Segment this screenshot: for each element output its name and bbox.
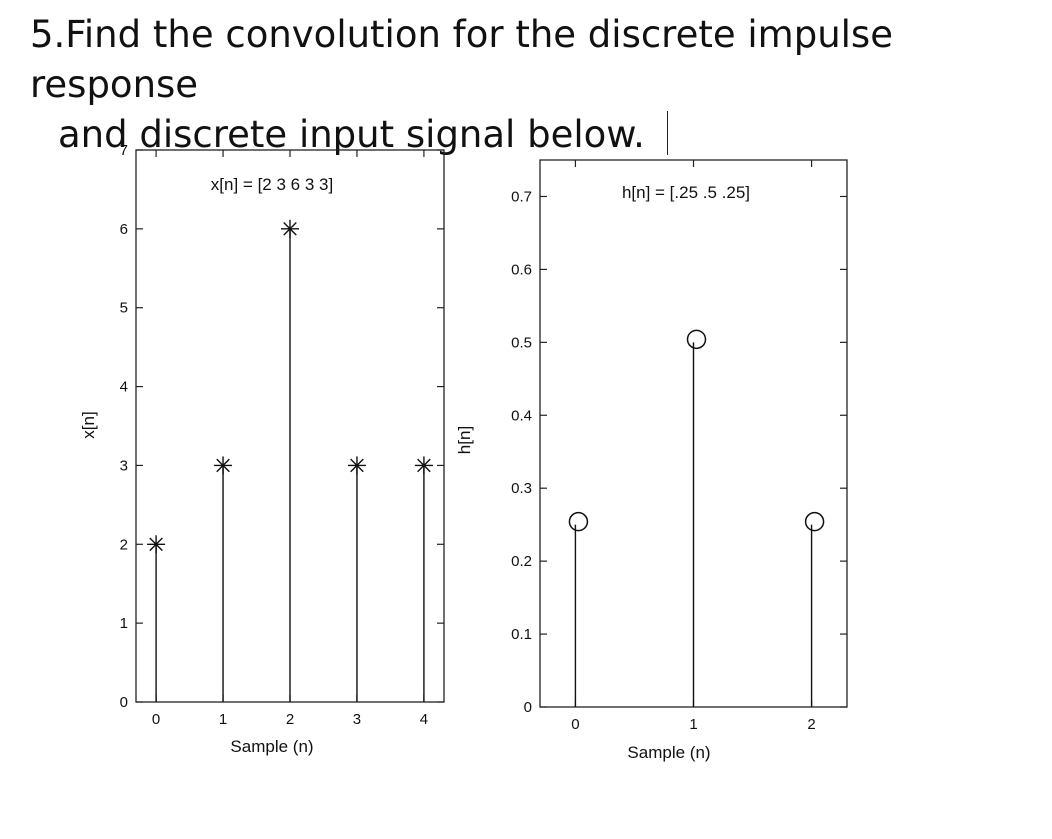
h-marker-circle <box>804 511 825 532</box>
question-line-2: and discrete input signal below. <box>58 113 645 156</box>
h-xlabel: Sample (n) <box>627 743 710 762</box>
x-marker-asterisk <box>147 535 166 554</box>
x-ytick-label: 7 <box>120 142 128 159</box>
x-xtick-label: 2 <box>286 711 294 728</box>
x-marker-asterisk <box>414 456 433 475</box>
text-cursor <box>666 111 669 155</box>
x-xtick-label: 0 <box>152 711 160 728</box>
x-ytick-label: 3 <box>120 457 128 474</box>
plot-h-n: 0 0.1 0.2 0.3 0.4 0.5 0.6 0.7 0 1 2 h[n] = [.25 .5 … <box>455 159 848 762</box>
h-marker-circle <box>686 329 707 350</box>
h-ytick-label: 0.7 <box>511 188 532 205</box>
x-xtick-label: 1 <box>219 711 227 728</box>
h-ytick-label: 0.1 <box>511 626 532 643</box>
h-ytick-label: 0 <box>524 699 532 716</box>
h-ytick-label: 0.6 <box>511 261 532 278</box>
x-ylabel: x[n] <box>79 411 98 438</box>
x-ytick-label: 6 <box>120 221 128 238</box>
question-line-2-wrap: and discrete input signal below. <box>30 110 1040 160</box>
x-marker-asterisk <box>214 456 233 475</box>
question-line-1: 5.Find the convolution for the discrete … <box>30 13 893 106</box>
x-ytick-label: 2 <box>120 536 128 553</box>
h-ytick-label: 0.2 <box>511 553 532 570</box>
h-annotation: h[n] = [.25 .5 .25] <box>622 183 750 202</box>
plot-x-n: 0 1 2 3 4 5 6 7 0 1 2 3 4 x[n] = [2 3 6 3 3] Sample (n… <box>79 142 445 756</box>
h-xtick-label: 1 <box>689 716 697 733</box>
x-marker-asterisk <box>347 456 366 475</box>
h-ytick-label: 0.5 <box>511 334 532 351</box>
h-marker-circle <box>568 511 589 532</box>
h-xtick-label: 0 <box>571 716 579 733</box>
x-ytick-label: 0 <box>120 694 128 711</box>
x-ytick-label: 4 <box>120 379 128 396</box>
x-xlabel: Sample (n) <box>230 737 313 756</box>
h-ylabel: h[n] <box>455 426 474 454</box>
x-xtick-label: 4 <box>420 711 428 728</box>
x-ytick-label: 5 <box>120 300 128 317</box>
question-text: 5.Find the convolution for the discrete … <box>30 10 1040 160</box>
x-annotation: x[n] = [2 3 6 3 3] <box>211 175 333 194</box>
x-xtick-label: 3 <box>353 711 361 728</box>
x-ytick-label: 1 <box>120 615 128 632</box>
x-marker-asterisk <box>281 219 299 238</box>
h-xtick-label: 2 <box>807 716 815 733</box>
h-ytick-label: 0.4 <box>511 407 532 424</box>
h-ytick-label: 0.3 <box>511 480 532 497</box>
